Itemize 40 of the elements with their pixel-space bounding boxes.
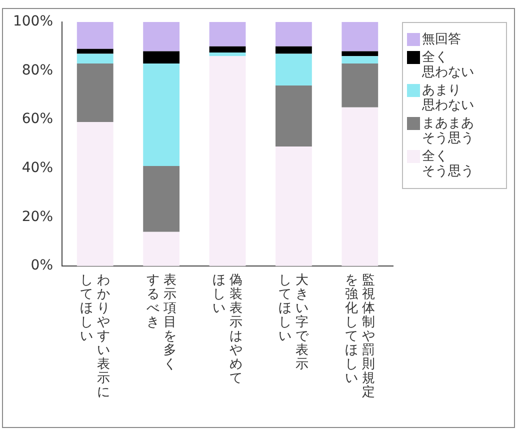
bar bbox=[76, 122, 114, 266]
bar bbox=[342, 22, 378, 52]
bar bbox=[276, 146, 312, 266]
bar bbox=[209, 52, 246, 56]
bar bbox=[209, 46, 246, 52]
y-tick-label: 60% bbox=[22, 111, 54, 128]
bar bbox=[276, 46, 312, 54]
legend-label: 全くそう思う bbox=[422, 149, 474, 179]
y-tick-label: 40% bbox=[22, 160, 54, 176]
bar bbox=[276, 22, 312, 46]
category-label: 監視体制や罰則規定を強化してほしい bbox=[344, 273, 375, 400]
bar bbox=[342, 56, 378, 64]
y-tick-label: 100% bbox=[12, 14, 54, 30]
bar bbox=[276, 85, 312, 146]
bar bbox=[342, 107, 378, 266]
bar bbox=[76, 48, 114, 54]
y-tick-label: 80% bbox=[22, 62, 54, 78]
bar bbox=[76, 22, 114, 49]
bar bbox=[143, 51, 180, 64]
bar bbox=[76, 63, 114, 122]
bar bbox=[342, 63, 378, 108]
category-label: 偽装表示はやめてほしい bbox=[212, 273, 242, 386]
legend-label: 無回答 bbox=[422, 32, 461, 47]
category-label: 大きい字で表示してほしい bbox=[278, 273, 309, 372]
bar bbox=[143, 166, 180, 232]
y-tick-label: 0% bbox=[30, 258, 54, 274]
legend-label: あまり思わない bbox=[422, 83, 474, 113]
bar bbox=[276, 54, 312, 86]
bar bbox=[76, 54, 114, 64]
y-tick-label: 20% bbox=[22, 208, 54, 225]
bar bbox=[143, 22, 180, 52]
bar bbox=[209, 22, 246, 46]
bar bbox=[143, 232, 180, 266]
category-label: 表示項目を多くするべき bbox=[146, 273, 176, 372]
bar bbox=[342, 51, 378, 56]
bar bbox=[143, 63, 180, 166]
category-label: わかりやすい表示にしてほしい bbox=[80, 273, 110, 400]
bar bbox=[209, 56, 246, 266]
legend-label: まあまあそう思う bbox=[422, 116, 474, 146]
legend-label: 全く思わない bbox=[422, 50, 474, 80]
